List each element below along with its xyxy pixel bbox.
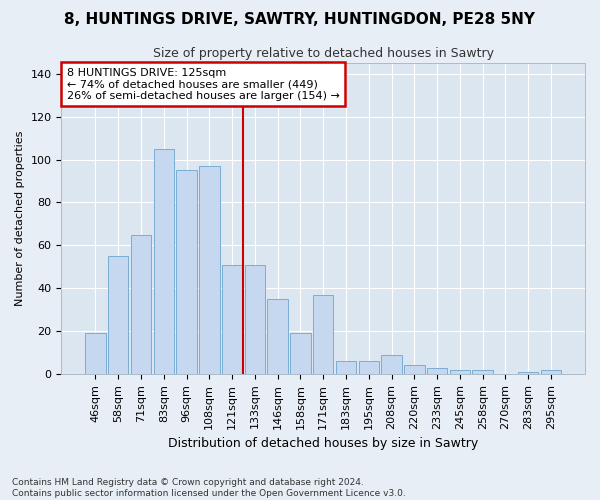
Bar	[404, 366, 425, 374]
Bar	[313, 294, 334, 374]
Bar	[245, 264, 265, 374]
Bar	[199, 166, 220, 374]
Bar	[222, 264, 242, 374]
Bar	[541, 370, 561, 374]
Bar	[268, 299, 288, 374]
Bar	[472, 370, 493, 374]
Text: Contains HM Land Registry data © Crown copyright and database right 2024.
Contai: Contains HM Land Registry data © Crown c…	[12, 478, 406, 498]
X-axis label: Distribution of detached houses by size in Sawtry: Distribution of detached houses by size …	[168, 437, 478, 450]
Bar	[290, 333, 311, 374]
Bar	[131, 234, 151, 374]
Text: 8, HUNTINGS DRIVE, SAWTRY, HUNTINGDON, PE28 5NY: 8, HUNTINGS DRIVE, SAWTRY, HUNTINGDON, P…	[65, 12, 536, 28]
Bar	[336, 361, 356, 374]
Title: Size of property relative to detached houses in Sawtry: Size of property relative to detached ho…	[153, 48, 494, 60]
Bar	[449, 370, 470, 374]
Y-axis label: Number of detached properties: Number of detached properties	[15, 131, 25, 306]
Bar	[381, 354, 402, 374]
Bar	[359, 361, 379, 374]
Bar	[108, 256, 128, 374]
Bar	[518, 372, 538, 374]
Bar	[176, 170, 197, 374]
Bar	[427, 368, 448, 374]
Bar	[154, 149, 174, 374]
Text: 8 HUNTINGS DRIVE: 125sqm
← 74% of detached houses are smaller (449)
26% of semi-: 8 HUNTINGS DRIVE: 125sqm ← 74% of detach…	[67, 68, 340, 101]
Bar	[85, 333, 106, 374]
